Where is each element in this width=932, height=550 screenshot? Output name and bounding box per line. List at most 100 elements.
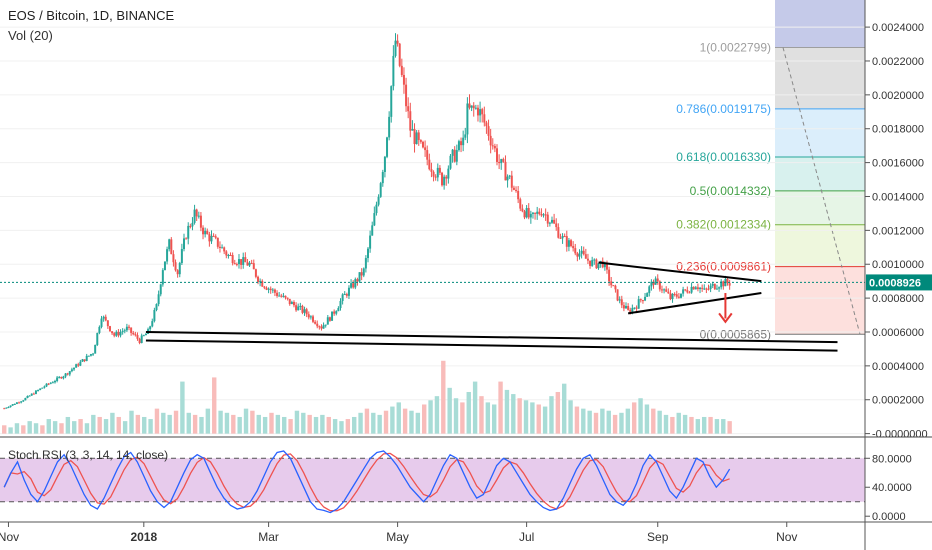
candle-body (134, 334, 137, 336)
candle-body (644, 296, 647, 301)
candle-body (221, 247, 224, 249)
price-tick-label: 0.0018000 (872, 124, 924, 136)
fib-zone (775, 266, 865, 335)
volume-bar (256, 414, 261, 434)
candle-body (307, 314, 310, 318)
candle-body (540, 214, 543, 216)
volume-bar (708, 416, 713, 434)
volume-bar (542, 406, 548, 434)
candle-body (428, 159, 431, 170)
price-tick-label: -0.0000000 (872, 429, 928, 441)
candle-body (15, 402, 18, 404)
candle-body (261, 280, 264, 287)
volume-bar (561, 383, 567, 434)
candle-body (343, 294, 346, 296)
candle-body (430, 169, 433, 172)
candle-body (339, 300, 342, 309)
triangle-upper (598, 261, 762, 283)
candle-body (527, 208, 530, 218)
price-tick-label: 0.0004000 (872, 361, 924, 373)
volume-bar (460, 402, 465, 434)
candle-body (500, 159, 503, 164)
candle-body (240, 259, 243, 265)
price-tick-label: 0.0022000 (872, 56, 924, 68)
volume-bar (377, 414, 382, 434)
price-tick-label: 0.0024000 (872, 22, 924, 34)
candle-body (462, 137, 465, 146)
candle-body (305, 309, 308, 315)
candle-body (51, 382, 54, 384)
candle-body (381, 171, 384, 184)
volume-bar (530, 402, 535, 434)
candle-body (517, 190, 520, 200)
candle-body (104, 316, 107, 321)
candle-body (309, 316, 312, 318)
candle-body (572, 246, 575, 249)
volume-bar (568, 400, 573, 434)
candle-body (337, 308, 340, 312)
candle-body (259, 280, 262, 282)
fib-layer: 1(0.0022799) 0.786(0.0019175) 0.618(0.0016… (676, 0, 865, 341)
candle-body (680, 293, 683, 298)
candle-body (273, 289, 276, 293)
candle-body (713, 283, 716, 290)
candle-body (28, 395, 31, 397)
last-price-label: 0.0008926 (869, 277, 921, 289)
candle-body (576, 253, 579, 257)
volume-bar (21, 425, 26, 434)
volume-bar (511, 394, 516, 434)
volume-bar (33, 423, 39, 434)
candle-body (191, 222, 194, 227)
candle-body (432, 171, 435, 177)
candle-body (271, 289, 274, 291)
candle-body (398, 43, 401, 66)
volume-bar (441, 360, 446, 434)
candle-body (637, 299, 640, 309)
candle-body (506, 176, 509, 181)
candle-body (233, 263, 236, 265)
candle-body (295, 305, 298, 311)
candle-body (229, 255, 232, 257)
candle-body (557, 227, 560, 238)
candle-body (419, 140, 422, 142)
candle-body (18, 402, 21, 404)
candle-body (140, 335, 143, 343)
candle-body (705, 288, 708, 290)
time-tick-label: 2018 (130, 530, 157, 544)
candle-body (155, 304, 158, 310)
candle-body (722, 281, 725, 287)
volume-bar (313, 416, 319, 434)
candle-body (493, 145, 496, 149)
candle-body (415, 132, 418, 145)
candle-body (508, 175, 511, 177)
fib-zone-top (775, 0, 865, 48)
candle-body (701, 287, 704, 289)
candle-body (612, 285, 615, 287)
candle-body (538, 211, 541, 215)
last-price-tag (866, 274, 932, 291)
candle-body (64, 373, 67, 377)
candle-body (677, 296, 680, 298)
candle-body (170, 239, 173, 255)
volume-bar (135, 414, 141, 434)
candle-body (39, 388, 42, 390)
candle-body (684, 289, 687, 291)
candle-body (485, 122, 488, 127)
candle-body (534, 212, 537, 214)
candle-body (567, 240, 570, 247)
volume-bar (549, 396, 554, 434)
candle-body (206, 230, 209, 235)
volume-bar (148, 419, 153, 434)
candle-body (654, 278, 657, 285)
candle-body (396, 40, 399, 44)
osc-tick-label: 40.0000 (872, 482, 912, 494)
candle-body (130, 327, 133, 333)
candle-body (286, 297, 289, 299)
candle-body (185, 238, 188, 240)
candle-body (178, 263, 181, 275)
volume-bar (40, 425, 45, 434)
candle-body (561, 236, 564, 239)
candle-body (453, 149, 456, 162)
candle-body (690, 286, 693, 293)
candle-body (578, 253, 581, 257)
